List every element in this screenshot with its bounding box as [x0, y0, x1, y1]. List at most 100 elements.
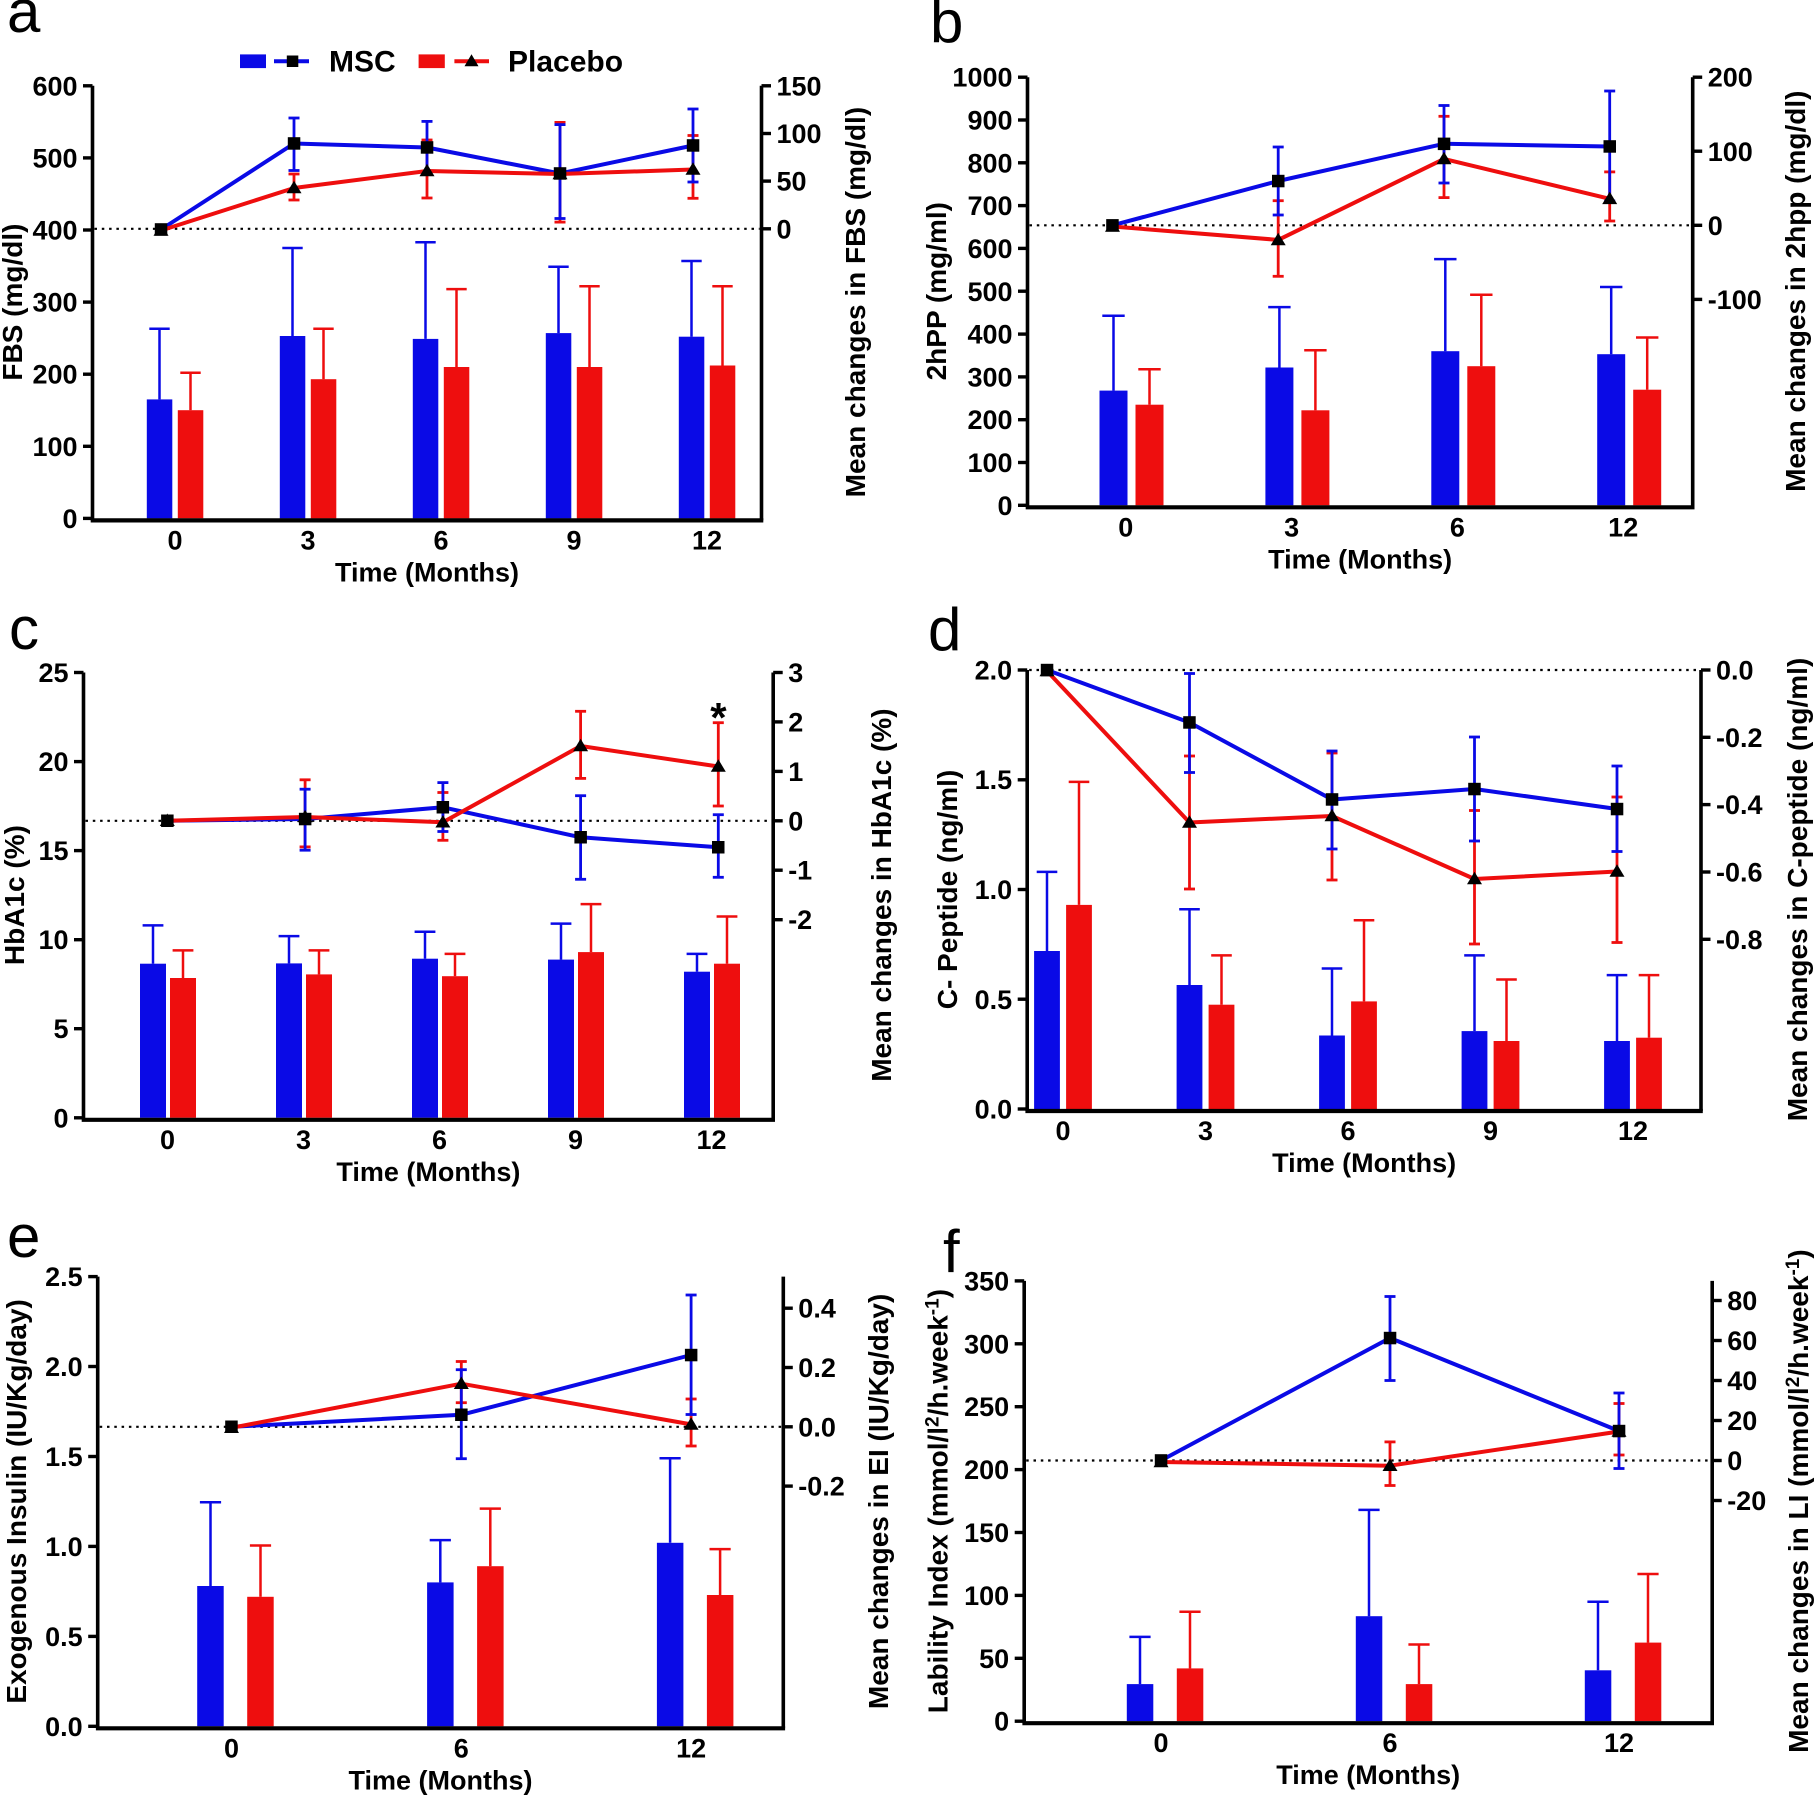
svg-text:0.5: 0.5 — [45, 1622, 83, 1652]
svg-text:200: 200 — [967, 405, 1012, 435]
svg-text:150: 150 — [964, 1518, 1009, 1548]
svg-text:HbA1c (%): HbA1c (%) — [0, 825, 30, 965]
svg-text:6: 6 — [1382, 1728, 1397, 1758]
svg-text:400: 400 — [967, 320, 1012, 350]
svg-text:2.5: 2.5 — [45, 1262, 83, 1292]
svg-text:20: 20 — [38, 747, 68, 777]
svg-text:c: c — [9, 595, 39, 662]
svg-text:0.4: 0.4 — [798, 1294, 836, 1324]
svg-text:Time (Months): Time (Months) — [1268, 544, 1452, 574]
svg-text:400: 400 — [32, 216, 77, 246]
svg-text:600: 600 — [32, 71, 77, 101]
svg-text:350: 350 — [964, 1266, 1009, 1296]
svg-text:-1: -1 — [788, 856, 812, 886]
svg-text:MSC: MSC — [329, 46, 396, 79]
svg-text:50: 50 — [979, 1644, 1009, 1674]
svg-text:0: 0 — [1118, 512, 1133, 542]
svg-text:3: 3 — [788, 658, 803, 688]
svg-text:20: 20 — [1727, 1406, 1757, 1436]
svg-text:0.0: 0.0 — [975, 1095, 1013, 1125]
svg-text:d: d — [928, 596, 961, 663]
svg-text:e: e — [7, 1203, 40, 1270]
svg-text:150: 150 — [777, 71, 822, 101]
svg-text:300: 300 — [967, 362, 1012, 392]
svg-text:Exogenous Insulin (IU/Kg/day): Exogenous Insulin (IU/Kg/day) — [1, 1299, 32, 1703]
svg-text:3: 3 — [1198, 1116, 1213, 1146]
svg-text:-0.8: -0.8 — [1716, 925, 1763, 955]
svg-text:0: 0 — [224, 1733, 239, 1763]
svg-text:6: 6 — [1450, 512, 1465, 542]
svg-text:800: 800 — [967, 148, 1012, 178]
svg-text:Time (Months): Time (Months) — [336, 1157, 520, 1187]
svg-text:0.0: 0.0 — [1716, 656, 1754, 686]
svg-text:0.0: 0.0 — [798, 1412, 836, 1442]
svg-text:0: 0 — [777, 214, 792, 244]
svg-text:1000: 1000 — [952, 63, 1012, 93]
svg-text:12: 12 — [676, 1733, 706, 1763]
svg-text:12: 12 — [1604, 1728, 1634, 1758]
svg-text:-0.4: -0.4 — [1716, 790, 1763, 820]
svg-text:FBS (mg/dl): FBS (mg/dl) — [0, 224, 28, 381]
svg-text:-100: -100 — [1708, 285, 1762, 315]
svg-text:12: 12 — [692, 525, 722, 555]
svg-text:6: 6 — [432, 1125, 447, 1155]
svg-text:2: 2 — [788, 707, 803, 737]
svg-text:6: 6 — [454, 1733, 469, 1763]
svg-text:0: 0 — [160, 1125, 175, 1155]
svg-text:a: a — [7, 0, 41, 45]
svg-text:-2: -2 — [788, 905, 812, 935]
svg-text:5: 5 — [53, 1014, 68, 1044]
svg-text:700: 700 — [967, 191, 1012, 221]
svg-text:b: b — [930, 0, 963, 55]
svg-text:Lability Index (mmol/l2/h.week: Lability Index (mmol/l2/h.week-1) — [923, 1289, 954, 1713]
svg-text:1.0: 1.0 — [975, 875, 1013, 905]
svg-text:2hPP (mg/ml): 2hPP (mg/ml) — [921, 202, 952, 380]
svg-text:Time (Months): Time (Months) — [335, 557, 519, 587]
svg-text:Time (Months): Time (Months) — [1272, 1148, 1456, 1178]
svg-text:Mean changes in C-peptide (ng/: Mean changes in C-peptide (ng/ml) — [1782, 658, 1813, 1122]
svg-text:Mean changes in FBS (mg/dl): Mean changes in FBS (mg/dl) — [840, 107, 871, 497]
svg-text:2.0: 2.0 — [975, 656, 1013, 686]
svg-text:3: 3 — [1284, 512, 1299, 542]
svg-text:0: 0 — [53, 1103, 68, 1133]
svg-text:Mean changes in 2hpp (mg/dl): Mean changes in 2hpp (mg/dl) — [1780, 91, 1811, 492]
svg-text:9: 9 — [568, 1125, 583, 1155]
svg-text:0: 0 — [1153, 1728, 1168, 1758]
svg-text:0: 0 — [1055, 1116, 1070, 1146]
svg-text:0: 0 — [1708, 211, 1723, 241]
svg-text:C- Peptide (ng/ml): C- Peptide (ng/ml) — [932, 770, 963, 1010]
svg-text:200: 200 — [32, 360, 77, 390]
svg-text:300: 300 — [32, 288, 77, 318]
svg-text:12: 12 — [696, 1125, 726, 1155]
svg-text:100: 100 — [964, 1581, 1009, 1611]
svg-text:Time (Months): Time (Months) — [349, 1765, 533, 1795]
svg-text:0.2: 0.2 — [798, 1353, 836, 1383]
svg-text:12: 12 — [1608, 512, 1638, 542]
svg-text:0: 0 — [1727, 1446, 1742, 1476]
svg-text:12: 12 — [1618, 1116, 1648, 1146]
svg-text:25: 25 — [38, 658, 68, 688]
svg-text:10: 10 — [38, 925, 68, 955]
svg-text:0: 0 — [62, 504, 77, 534]
svg-text:1.5: 1.5 — [975, 765, 1013, 795]
svg-text:0.5: 0.5 — [975, 985, 1013, 1015]
svg-text:600: 600 — [967, 234, 1012, 264]
svg-text:100: 100 — [777, 119, 822, 149]
svg-text:200: 200 — [1708, 63, 1753, 93]
svg-text:6: 6 — [1340, 1116, 1355, 1146]
svg-text:0.0: 0.0 — [45, 1712, 83, 1742]
svg-text:1: 1 — [788, 757, 803, 787]
svg-text:60: 60 — [1727, 1326, 1757, 1356]
svg-text:f: f — [943, 1218, 960, 1285]
svg-text:0: 0 — [994, 1707, 1009, 1737]
svg-text:0: 0 — [997, 491, 1012, 521]
svg-text:3: 3 — [300, 525, 315, 555]
svg-text:15: 15 — [38, 836, 68, 866]
svg-text:Placebo: Placebo — [508, 46, 623, 79]
svg-text:250: 250 — [964, 1392, 1009, 1422]
svg-text:500: 500 — [967, 277, 1012, 307]
svg-text:50: 50 — [777, 167, 807, 197]
svg-text:Mean changes in EI (IU/Kg/day): Mean changes in EI (IU/Kg/day) — [863, 1294, 894, 1709]
svg-text:300: 300 — [964, 1329, 1009, 1359]
svg-text:6: 6 — [433, 525, 448, 555]
